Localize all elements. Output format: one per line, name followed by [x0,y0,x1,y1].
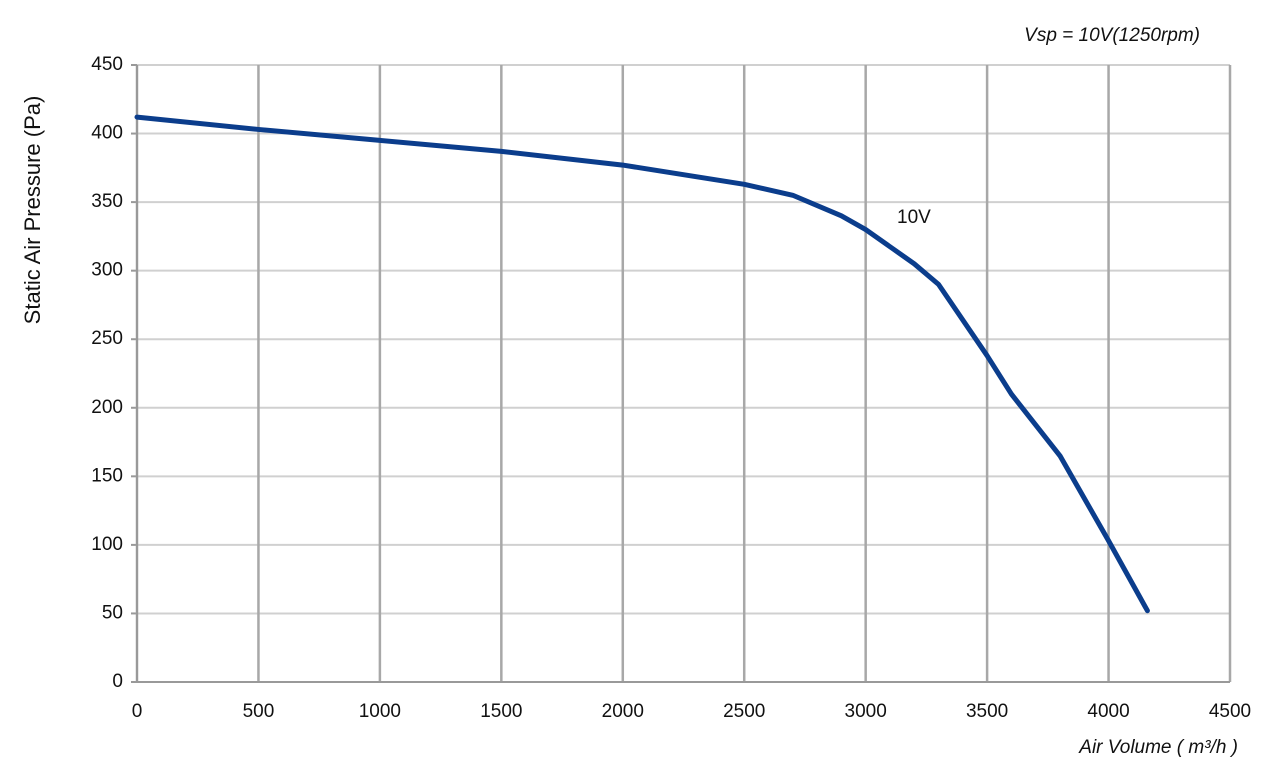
chart-subtitle: Vsp = 10V(1250rpm) [1024,25,1200,46]
y-tick-label: 450 [91,54,123,75]
x-tick-label: 3500 [966,701,1008,722]
y-tick-label: 50 [102,602,123,623]
x-tick-label: 2500 [723,701,765,722]
y-tick-label: 400 [91,123,123,144]
x-axis-label: Air Volume ( m³/h ) [1078,737,1238,758]
x-tick-label: 4500 [1209,701,1251,722]
x-tick-label: 1500 [480,701,522,722]
y-tick-label: 100 [91,534,123,555]
x-tick-label: 1000 [359,701,401,722]
y-tick-label: 150 [91,465,123,486]
data-line [134,114,1150,614]
x-tick-label: 4000 [1087,701,1129,722]
y-tick-label: 250 [91,328,123,349]
x-tick-label: 500 [243,701,275,722]
y-tick-label: 200 [91,397,123,418]
x-tick-label: 0 [132,701,143,722]
y-tick-label: 350 [91,191,123,212]
annotation: 10V [897,207,931,228]
y-axis-label: Static Air Pressure (Pa) [20,96,45,325]
y-tick-label: 300 [91,260,123,281]
y-tick-label: 0 [112,671,123,692]
x-tick-label: 2000 [602,701,644,722]
x-tick-label: 3000 [845,701,887,722]
